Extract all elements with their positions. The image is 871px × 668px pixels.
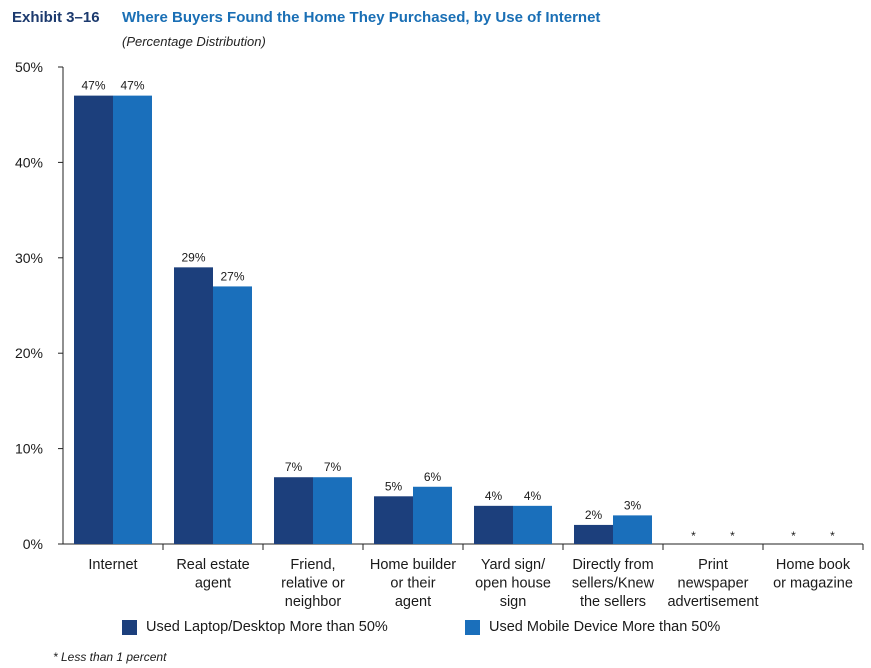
category-label: relative or (281, 576, 345, 592)
category-label: sign (500, 594, 527, 610)
bar-value-label: 4% (524, 489, 542, 503)
bar-value-label: 5% (385, 479, 403, 493)
bar (213, 286, 252, 544)
bar-value-label: 27% (220, 269, 244, 283)
footnote: * Less than 1 percent (53, 650, 167, 664)
exhibit-label: Exhibit 3–16 (12, 9, 100, 26)
category-label: the sellers (580, 594, 646, 610)
bar (113, 95, 152, 545)
category-label: Friend, (290, 557, 335, 573)
legend-label-laptop: Used Laptop/Desktop More than 50% (146, 619, 388, 635)
legend-item-mobile: Used Mobile Device More than 50% (465, 619, 720, 635)
category-label: neighbor (285, 594, 342, 610)
y-tick-label: 30% (15, 250, 43, 266)
bar-value-label: * (791, 529, 796, 543)
category-label: agent (195, 576, 231, 592)
category-label: Yard sign/ (481, 557, 546, 573)
bar (374, 496, 413, 544)
bar-value-label: 47% (81, 79, 105, 93)
bar (574, 524, 613, 544)
bar-value-label: 7% (324, 460, 342, 474)
bar (474, 505, 513, 544)
bar-value-label: * (691, 529, 696, 543)
y-tick-label: 10% (15, 441, 43, 457)
bar-value-label: 29% (181, 250, 205, 264)
category-label: Home builder (370, 557, 456, 573)
chart-subtitle: (Percentage Distribution) (122, 34, 266, 49)
category-label: or their (390, 576, 435, 592)
y-tick-label: 40% (15, 154, 43, 170)
legend: Used Laptop/Desktop More than 50% Used M… (0, 619, 871, 639)
category-label: open house (475, 576, 551, 592)
category-label: sellers/Knew (572, 576, 655, 592)
bar (313, 477, 352, 544)
y-tick-label: 0% (23, 536, 43, 552)
bar-value-label: 6% (424, 470, 442, 484)
bar (174, 267, 213, 544)
category-label: newspaper (678, 576, 749, 592)
category-label: Home book (776, 557, 851, 573)
y-tick-label: 20% (15, 345, 43, 361)
bar-value-label: 3% (624, 498, 642, 512)
legend-label-mobile: Used Mobile Device More than 50% (489, 619, 721, 635)
bar-value-label: 7% (285, 460, 303, 474)
category-label: advertisement (667, 594, 758, 610)
category-label: Directly from (572, 557, 653, 573)
category-label: Internet (88, 557, 137, 573)
bar-value-label: 47% (120, 79, 144, 93)
chart-title: Where Buyers Found the Home They Purchas… (122, 9, 601, 26)
bar (513, 505, 552, 544)
category-label: agent (395, 594, 431, 610)
category-label: Print (698, 557, 728, 573)
category-label: or magazine (773, 576, 853, 592)
bar-value-label: 4% (485, 489, 503, 503)
legend-swatch-laptop (122, 619, 137, 635)
category-label: Real estate (176, 557, 249, 573)
bar (274, 477, 313, 544)
bar (413, 486, 452, 544)
bar (613, 515, 652, 544)
legend-swatch-mobile (465, 619, 480, 635)
bar-value-label: 2% (585, 508, 603, 522)
bar (74, 95, 113, 545)
y-tick-label: 50% (15, 59, 43, 75)
bar-value-label: * (730, 529, 735, 543)
bar-value-label: * (830, 529, 835, 543)
legend-item-laptop: Used Laptop/Desktop More than 50% (122, 619, 388, 635)
